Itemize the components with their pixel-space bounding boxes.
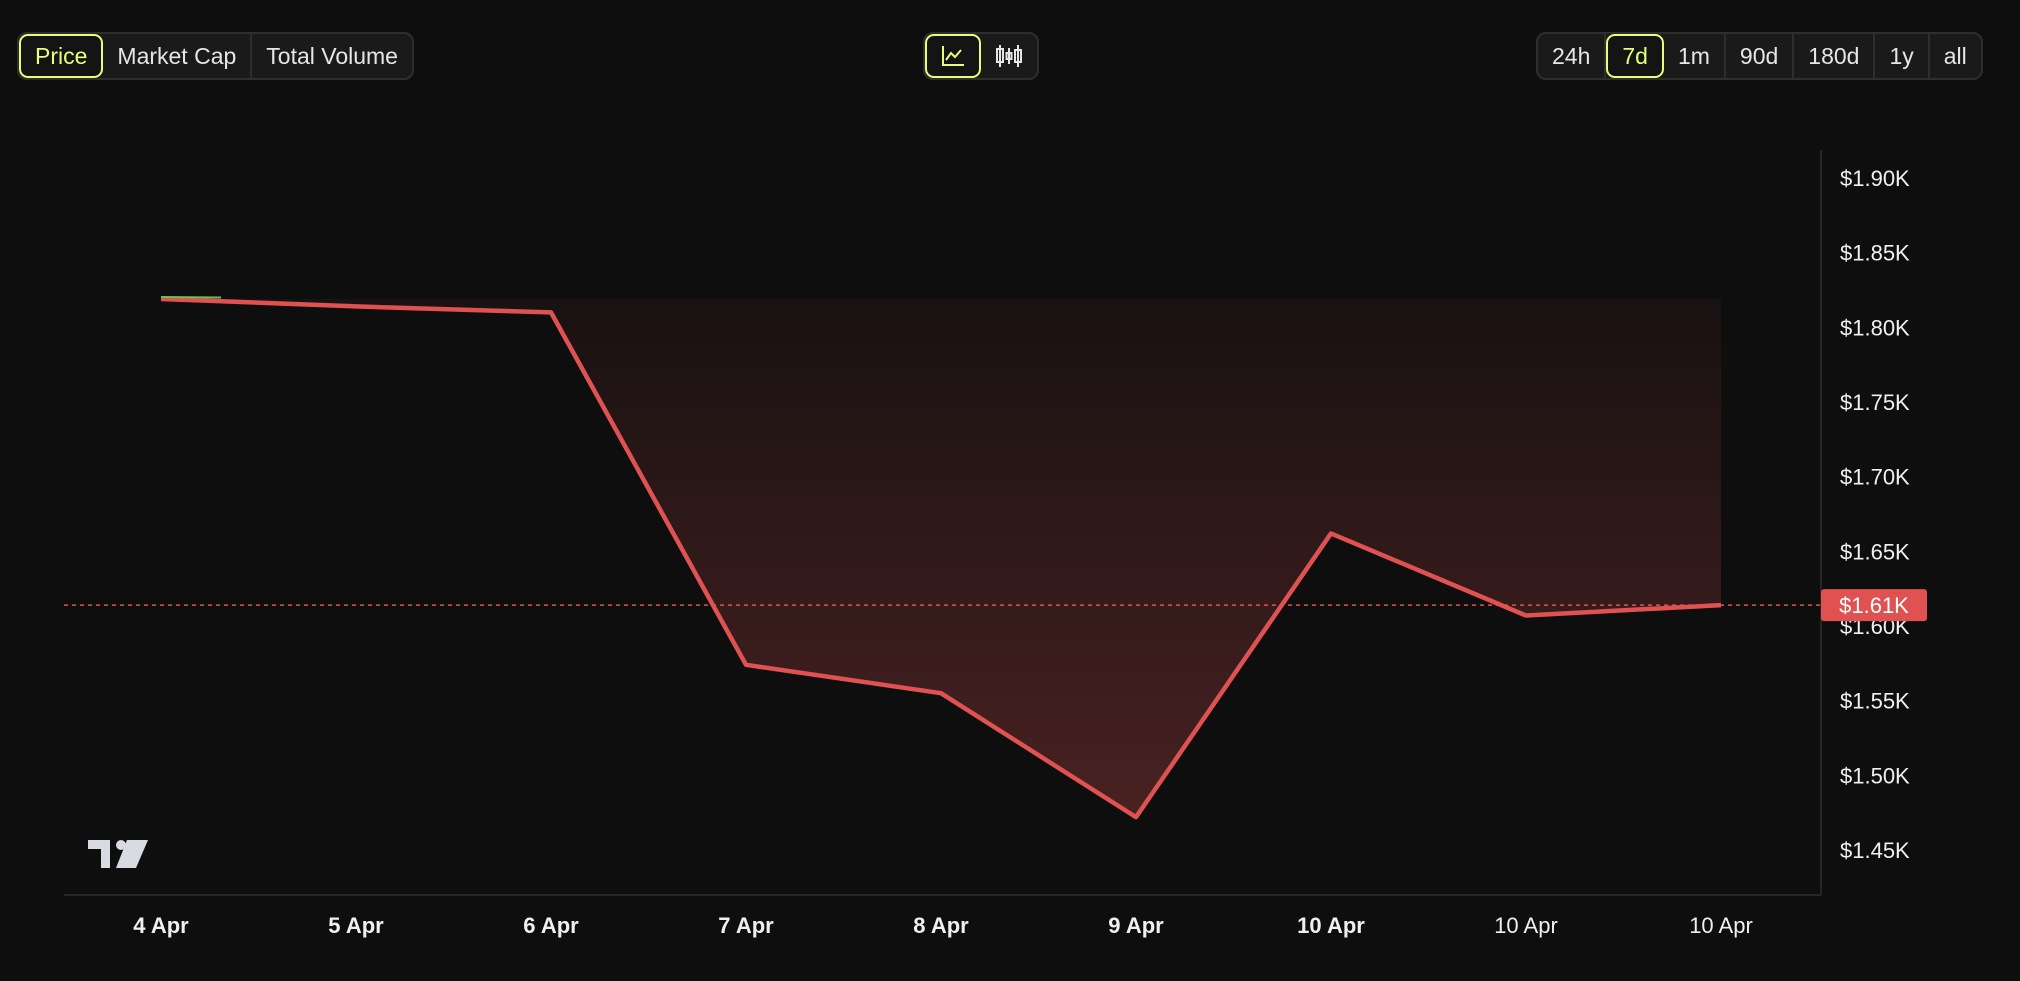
line-chart-button[interactable] (925, 34, 981, 78)
current-price-badge: $1.61K (1821, 589, 1927, 622)
tab-market-cap[interactable]: Market Cap (103, 34, 253, 78)
tab-total-volume[interactable]: Total Volume (266, 42, 398, 69)
range-24h[interactable]: 24h (1538, 34, 1607, 78)
range-1m[interactable]: 1m (1664, 34, 1726, 78)
y-tick-label: $1.75K (1840, 390, 1910, 415)
candlestick-chart-button[interactable] (981, 34, 1037, 78)
x-tick-label: 8 Apr (913, 913, 969, 938)
current-price-label: $1.61K (1839, 593, 1909, 618)
x-tick-label: 7 Apr (718, 913, 774, 938)
x-tick-label: 9 Apr (1108, 913, 1164, 938)
x-tick-label: 10 Apr (1689, 913, 1753, 938)
y-tick-label: $1.70K (1840, 465, 1910, 490)
range-all[interactable]: all (1943, 42, 1967, 69)
x-tick-label: 6 Apr (523, 913, 579, 938)
x-tick-label: 4 Apr (133, 913, 189, 938)
range-90d[interactable]: 90d (1726, 34, 1795, 78)
range-7d[interactable]: 7d (1606, 34, 1664, 78)
metric-tabs: Price Market Cap Total Volume (17, 32, 414, 80)
x-tick-label: 10 Apr (1494, 913, 1558, 938)
y-tick-label: $1.80K (1840, 315, 1910, 340)
candlestick-chart-icon (996, 45, 1022, 67)
y-tick-label: $1.55K (1840, 689, 1910, 714)
tradingview-logo (88, 840, 148, 868)
range-1y[interactable]: 1y (1875, 34, 1930, 78)
x-tick-label: 10 Apr (1297, 913, 1365, 938)
price-area-fill (161, 298, 1721, 818)
x-tick-label: 5 Apr (328, 913, 384, 938)
range-180d[interactable]: 180d (1794, 34, 1876, 78)
range-tabs: 24h 7d 1m 90d 180d 1y all (1536, 32, 1983, 80)
y-tick-label: $1.90K (1840, 166, 1910, 191)
tab-price[interactable]: Price (19, 34, 104, 78)
y-tick-label: $1.45K (1840, 838, 1910, 863)
y-tick-label: $1.85K (1840, 241, 1910, 266)
y-tick-label: $1.50K (1840, 763, 1910, 788)
chart-type-toggle (923, 32, 1039, 80)
line-chart-icon (942, 46, 964, 66)
y-tick-label: $1.65K (1840, 539, 1910, 564)
price-line-start-segment (160, 295, 222, 299)
